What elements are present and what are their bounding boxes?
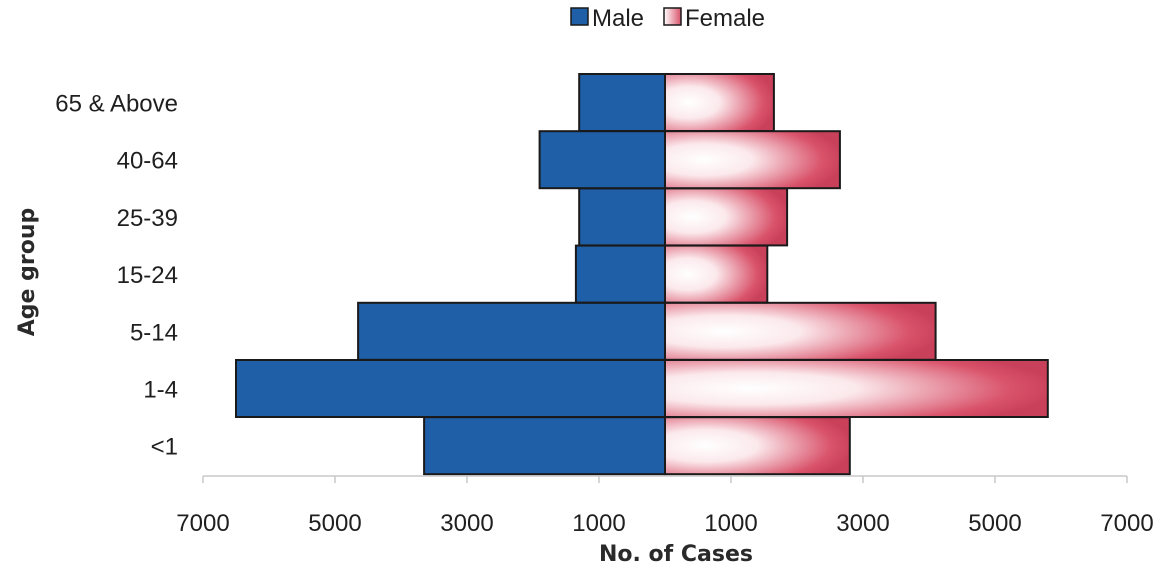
legend-label-female: Female bbox=[685, 5, 765, 32]
bar-female-15-24 bbox=[664, 244, 769, 304]
x-tick-label: 1000 bbox=[572, 510, 625, 537]
y-tick-label: <1 bbox=[151, 434, 178, 461]
bar-female-40-64 bbox=[664, 130, 841, 190]
x-tick-label: 1000 bbox=[704, 510, 757, 537]
legend-swatch-male bbox=[570, 7, 589, 26]
x-tick-label: 5000 bbox=[308, 510, 361, 537]
x-tick-label: 7000 bbox=[1100, 510, 1153, 537]
y-tick-label: 65 & Above bbox=[55, 91, 178, 118]
x-axis-ticks: 7000 5000 3000 1000 1000 3000 5000 7000 bbox=[176, 476, 1154, 537]
bar-male-40-64 bbox=[538, 130, 666, 190]
x-tick-label: 3000 bbox=[836, 510, 889, 537]
y-tick-label: 40-64 bbox=[117, 148, 178, 175]
bar-female-1-4 bbox=[664, 359, 1049, 418]
bar-female-5-14 bbox=[664, 301, 937, 361]
y-axis-labels: <1 1-4 5-14 15-24 25-39 40-64 65 & Above bbox=[55, 91, 178, 461]
x-tick-label: 3000 bbox=[440, 510, 493, 537]
bar-male-15-24 bbox=[574, 244, 667, 304]
x-axis-title: No. of Cases bbox=[599, 542, 753, 567]
y-axis-title: Age group bbox=[15, 208, 40, 336]
bar-male-5-14 bbox=[357, 301, 666, 361]
y-tick-label: 15-24 bbox=[117, 262, 178, 289]
bar-male-65-above bbox=[578, 73, 667, 132]
bar-female-25-39 bbox=[664, 187, 789, 247]
bar-male-1-4 bbox=[235, 359, 666, 418]
bar-male-25-39 bbox=[578, 187, 667, 247]
y-tick-label: 25-39 bbox=[117, 205, 178, 232]
bar-female-65-above bbox=[664, 73, 775, 132]
legend-label-male: Male bbox=[592, 5, 644, 32]
bar-female--1 bbox=[664, 416, 851, 476]
legend-swatch-female bbox=[663, 7, 682, 26]
y-tick-label: 5-14 bbox=[130, 319, 178, 346]
x-tick-label: 5000 bbox=[968, 510, 1021, 537]
y-tick-label: 1-4 bbox=[143, 377, 178, 404]
legend: Male Female bbox=[570, 5, 765, 32]
bars-layer bbox=[235, 73, 1049, 476]
x-tick-label: 7000 bbox=[176, 510, 229, 537]
bar-male--1 bbox=[423, 416, 666, 476]
